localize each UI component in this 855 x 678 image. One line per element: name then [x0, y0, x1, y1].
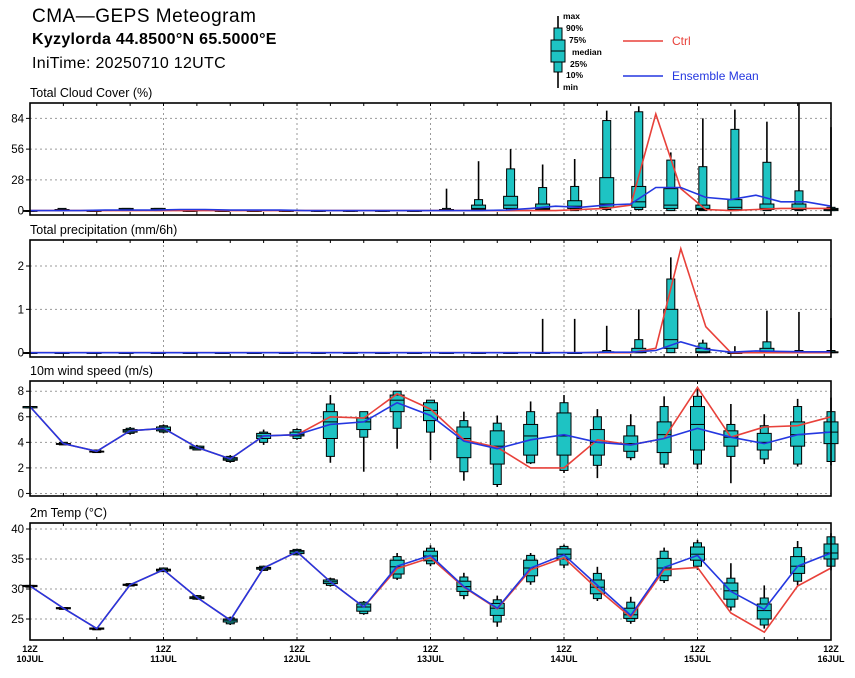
- box-p25-p75: [690, 546, 705, 561]
- legend-box-label: max: [563, 11, 580, 21]
- legend-box-label: 25%: [570, 59, 587, 69]
- legend-box-label: 10%: [566, 70, 583, 80]
- box-p25-p75: [471, 204, 487, 211]
- legend-box-label: 75%: [569, 35, 586, 45]
- y-tick-label: 8: [18, 386, 24, 398]
- x-tick-label-time: 12Z: [823, 644, 839, 654]
- legend-box-label: median: [572, 47, 602, 57]
- box-p25-p75: [567, 200, 583, 209]
- y-tick-label: 0: [18, 488, 24, 500]
- y-tick-label: 2: [18, 463, 24, 475]
- y-tick-label: 84: [11, 113, 24, 125]
- panel-frame: [29, 102, 832, 216]
- y-tick-label: 2: [18, 261, 24, 273]
- panel-title: 10m wind speed (m/s): [30, 364, 153, 378]
- panel-frame: [29, 380, 832, 497]
- legend-ctrl-label: Ctrl: [672, 34, 691, 48]
- box-p25-p75: [623, 607, 639, 619]
- x-tick-label-date: 10JUL: [16, 654, 44, 664]
- x-tick-label-time: 12Z: [556, 644, 572, 654]
- y-tick-label: 28: [11, 175, 24, 187]
- box-p25-p75: [791, 203, 807, 211]
- x-tick-label-time: 12Z: [22, 644, 38, 654]
- panel-title: 2m Temp (°C): [30, 506, 107, 520]
- box-p25-p75: [503, 195, 519, 209]
- x-tick-label-date: 12JUL: [283, 654, 311, 664]
- x-tick-label-date: 14JUL: [550, 654, 578, 664]
- ensemble-mean-line: [29, 550, 832, 630]
- init-time: IniTime: 20250710 12UTC: [32, 55, 226, 72]
- meteogram-header: CMA—GEPS Meteogram Kyzylorda 44.8500°N 6…: [0, 0, 855, 90]
- legend-box-label: 90%: [566, 23, 583, 33]
- x-tick-label-time: 12Z: [690, 644, 706, 654]
- legend-box-label: min: [563, 82, 578, 92]
- box-p10-p90: [570, 185, 580, 212]
- box-p25-p75: [423, 402, 438, 422]
- y-tick-label: 40: [11, 524, 24, 536]
- y-tick-label: 0: [18, 206, 24, 218]
- box-p25-p75: [727, 199, 743, 211]
- chart-title: CMA—GEPS Meteogram: [32, 6, 257, 27]
- y-tick-label: 35: [11, 554, 24, 566]
- box-p10-p90: [698, 166, 708, 212]
- x-tick-label-date: 13JUL: [417, 654, 445, 664]
- x-tick-label-time: 12Z: [156, 644, 172, 654]
- station-location: Kyzylorda 44.8500°N 65.5000°E: [32, 31, 277, 48]
- box-p25-p75: [599, 177, 615, 208]
- y-tick-label: 4: [18, 437, 25, 449]
- box-p25-p75: [663, 188, 679, 209]
- panel-frame: [29, 522, 832, 641]
- box-p10-p90: [794, 190, 804, 212]
- legend-mean-label: Ensemble Mean: [672, 69, 759, 83]
- x-tick-label-date: 11JUL: [150, 654, 177, 664]
- y-tick-label: 56: [11, 144, 24, 156]
- y-tick-label: 6: [18, 412, 24, 424]
- x-tick-label-time: 12Z: [423, 644, 439, 654]
- ensemble-mean-line: [30, 186, 832, 212]
- x-tick-label-date: 16JUL: [817, 654, 845, 664]
- box-p10-p90: [762, 161, 772, 212]
- x-tick-label-time: 12Z: [289, 644, 305, 654]
- panel-title: Total Cloud Cover (%): [30, 86, 152, 100]
- x-tick-label-date: 15JUL: [684, 654, 712, 664]
- box-p10-p90: [602, 120, 612, 211]
- panel-title: Total precipitation (mm/6h): [30, 223, 177, 237]
- panel-frame: [29, 239, 832, 358]
- box-p25-p75: [663, 308, 679, 349]
- y-tick-label: 25: [11, 614, 24, 626]
- box-p25-p75: [790, 556, 806, 574]
- y-tick-label: 30: [11, 584, 24, 596]
- y-tick-label: 0: [18, 348, 24, 360]
- ensemble-mean-line: [30, 340, 831, 354]
- y-tick-label: 1: [18, 304, 24, 316]
- ensemble-mean-line: [29, 401, 832, 460]
